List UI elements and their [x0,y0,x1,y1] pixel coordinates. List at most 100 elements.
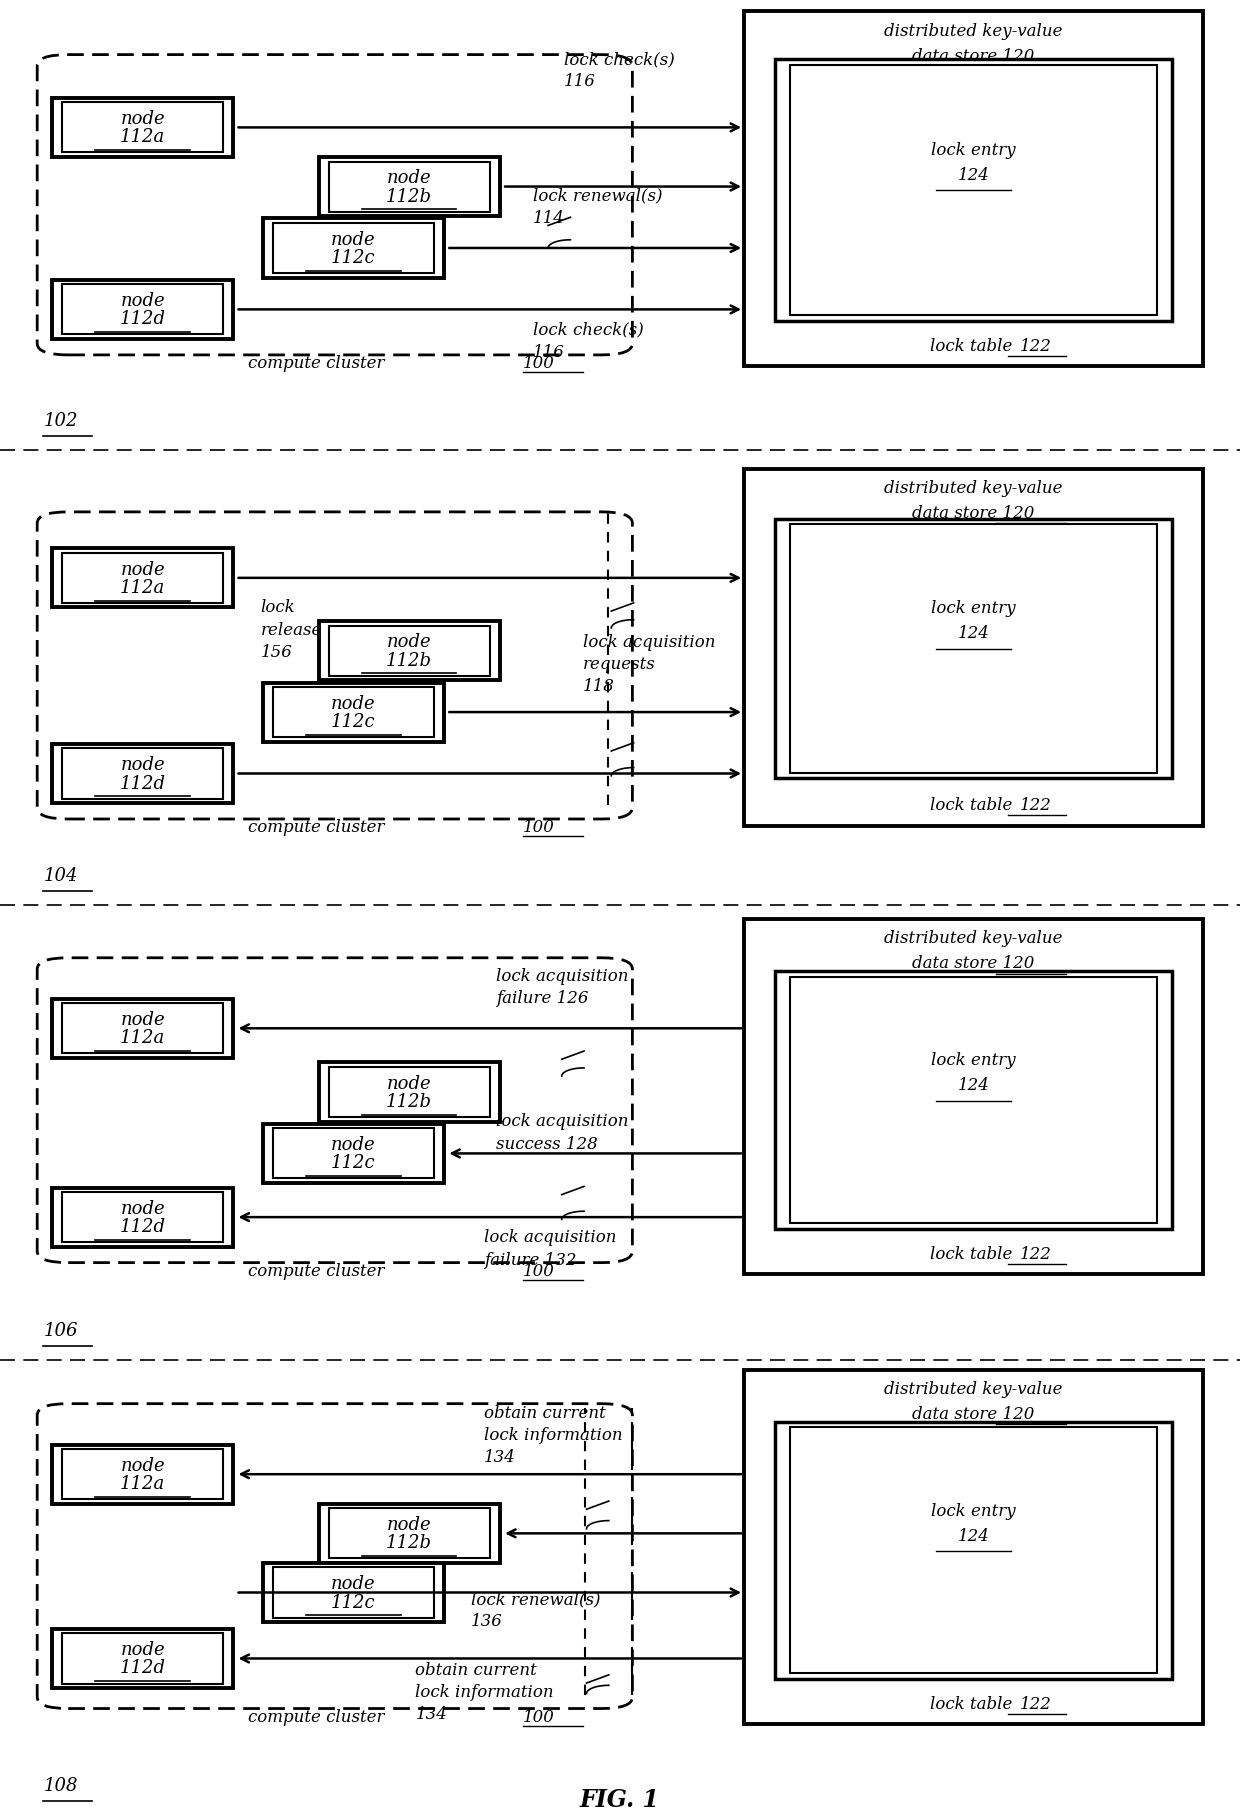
Text: 100: 100 [523,1709,556,1725]
Text: 100: 100 [523,1263,556,1279]
Text: 122: 122 [1019,1696,1052,1713]
Text: lock check(s)
116: lock check(s) 116 [533,322,644,360]
Text: obtain current
lock information
134: obtain current lock information 134 [484,1405,622,1467]
Bar [790,524,1157,772]
Text: 124: 124 [957,1527,990,1545]
Text: lock entry: lock entry [931,601,1016,617]
Bar [775,519,1172,779]
Text: lock table: lock table [930,797,1017,815]
Bar [62,1003,223,1054]
Text: 112d: 112d [119,775,166,792]
Text: 112b: 112b [386,187,433,206]
Text: data store 120: data store 120 [913,1405,1034,1423]
Bar [52,548,233,608]
Text: node: node [120,561,165,579]
Text: 112d: 112d [119,1218,166,1236]
Text: compute cluster: compute cluster [248,1263,389,1279]
Text: 124: 124 [957,167,990,184]
Text: node: node [387,1516,432,1534]
Text: 124: 124 [957,1077,990,1094]
Text: lock renewal(s)
114: lock renewal(s) 114 [533,187,662,228]
Text: 112a: 112a [120,1030,165,1046]
Bar [62,1192,223,1241]
Text: lock acquisition
failure 126: lock acquisition failure 126 [496,968,629,1006]
Bar [790,977,1157,1223]
Text: 102: 102 [43,411,78,430]
Text: node: node [120,111,165,127]
Text: node: node [331,1136,376,1154]
Bar [273,224,434,273]
Text: 108: 108 [43,1776,78,1795]
Bar [329,1067,490,1117]
Text: obtain current
lock information
134: obtain current lock information 134 [415,1662,554,1724]
Bar [775,1421,1172,1678]
Text: lock table: lock table [930,339,1017,355]
Bar [775,60,1172,320]
Text: compute cluster: compute cluster [248,819,389,835]
Text: node: node [331,1576,376,1592]
Text: 100: 100 [523,355,556,371]
Text: lock acquisition
requests
118: lock acquisition requests 118 [583,633,715,695]
Text: distributed key-value: distributed key-value [884,480,1063,497]
Text: 112b: 112b [386,1534,433,1552]
Bar [52,999,233,1057]
Text: lock table: lock table [930,1696,1017,1713]
Text: 106: 106 [43,1321,78,1340]
Text: 112a: 112a [120,579,165,597]
Bar [62,553,223,602]
Text: lock acquisition
failure 132: lock acquisition failure 132 [484,1228,616,1269]
Bar [273,1128,434,1179]
Text: 100: 100 [523,819,556,835]
Text: 112b: 112b [386,1094,433,1110]
Bar [273,1567,434,1618]
Text: node: node [387,633,432,652]
Bar [62,748,223,799]
Bar [62,1634,223,1684]
Text: node: node [120,1012,165,1028]
Text: node: node [120,293,165,309]
Text: lock acquisition
success 128: lock acquisition success 128 [496,1114,629,1152]
Text: distributed key-value: distributed key-value [884,22,1063,40]
Text: 112c: 112c [331,1594,376,1611]
Bar [263,1563,444,1622]
Bar [263,682,444,743]
Text: node: node [120,1199,165,1218]
Text: node: node [387,169,432,187]
Text: 112d: 112d [119,311,166,328]
Text: lock
release
156: lock release 156 [260,599,321,661]
Text: 112a: 112a [120,129,165,146]
Bar [744,1369,1203,1725]
Bar [319,1503,500,1563]
Text: compute cluster: compute cluster [248,1709,389,1725]
Bar [62,1449,223,1500]
Bar [744,11,1203,366]
Bar [319,1063,500,1121]
Bar [329,1509,490,1558]
Text: 122: 122 [1019,797,1052,815]
Bar [52,744,233,803]
Bar [263,218,444,277]
Bar [744,919,1203,1274]
Bar [62,284,223,335]
Text: 112a: 112a [120,1476,165,1492]
Bar [263,1123,444,1183]
Text: 112d: 112d [119,1660,166,1678]
Bar [329,626,490,675]
Text: node: node [120,757,165,774]
Bar [790,1427,1157,1674]
Text: FIG. 1: FIG. 1 [580,1787,660,1813]
Bar [319,621,500,681]
Bar [790,66,1157,315]
Bar [52,1629,233,1689]
Text: 104: 104 [43,866,78,885]
Text: distributed key-value: distributed key-value [884,1381,1063,1398]
Text: data store 120: data store 120 [913,47,1034,66]
Text: node: node [331,231,376,249]
Bar [52,1188,233,1247]
Text: node: node [120,1458,165,1474]
Text: lock check(s)
116: lock check(s) 116 [564,51,675,91]
Text: lock entry: lock entry [931,142,1016,158]
Text: 122: 122 [1019,339,1052,355]
Text: 112c: 112c [331,249,376,268]
Bar [273,686,434,737]
